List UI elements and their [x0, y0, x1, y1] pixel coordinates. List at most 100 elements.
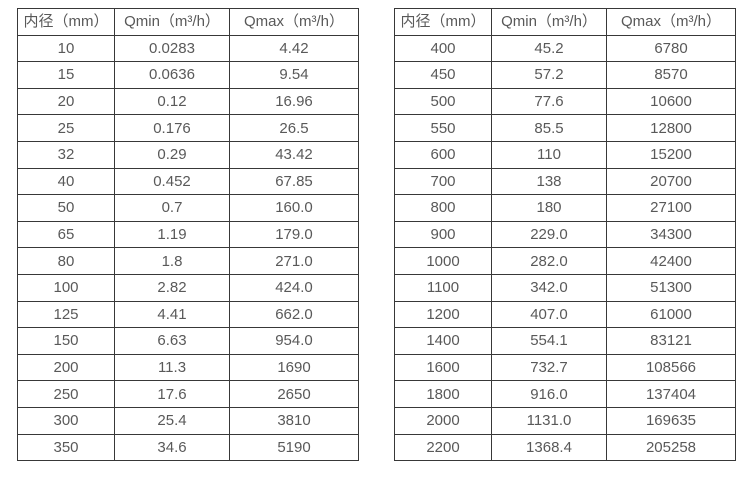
table-row: 100 2.82 424.0	[17, 273, 359, 302]
table-cell: 2200	[394, 433, 492, 462]
table-cell: 6780	[606, 34, 736, 63]
header-qmin: Qmin（m³/h）	[114, 8, 230, 36]
table-cell: 160.0	[229, 194, 359, 222]
table-cell: 0.452	[114, 167, 230, 196]
table-cell: 1368.4	[491, 433, 607, 462]
table-row: 200 11.3 1690	[17, 353, 359, 382]
table-row: 1600 732.7 108566	[394, 353, 736, 382]
header-inner-diameter: 内径（mm）	[394, 8, 492, 36]
table-row: 1000 282.0 42400	[394, 247, 736, 275]
table-cell: 110	[491, 140, 607, 169]
table-cell: 85.5	[491, 114, 607, 142]
table-cell: 10	[17, 34, 115, 63]
table-cell: 0.29	[114, 140, 230, 169]
table-row: 500 77.6 10600	[394, 87, 736, 116]
table-cell: 1400	[394, 327, 492, 355]
table-cell: 1100	[394, 273, 492, 302]
table-cell: 8570	[606, 61, 736, 89]
table-cell: 51300	[606, 273, 736, 302]
table-row: 2000 1131.0 169635	[394, 406, 736, 435]
table-cell: 600	[394, 140, 492, 169]
table-cell: 732.7	[491, 353, 607, 382]
table-cell: 12800	[606, 114, 736, 142]
table-body: 10 0.0283 4.42 15 0.0636 9.54 20 0.12 16.96 25 0.1…	[17, 34, 359, 462]
table-cell: 350	[17, 433, 115, 462]
page: 内径（mm） Qmin（m³/h） Qmax（m³/h） 10 0.0283 4.4…	[17, 8, 736, 462]
table-cell: 4.42	[229, 34, 359, 63]
table-cell: 2.82	[114, 273, 230, 302]
table-cell: 179.0	[229, 220, 359, 249]
table-cell: 11.3	[114, 353, 230, 382]
table-cell: 26.5	[229, 114, 359, 142]
table-cell: 662.0	[229, 300, 359, 329]
table-row: 450 57.2 8570	[394, 61, 736, 89]
table-cell: 1800	[394, 380, 492, 408]
table-row: 1800 916.0 137404	[394, 380, 736, 408]
table-cell: 6.63	[114, 327, 230, 355]
table-cell: 500	[394, 87, 492, 116]
spec-table-large-diameters: 内径（mm） Qmin（m³/h） Qmax（m³/h） 400 45.2 6780…	[394, 8, 736, 462]
table-cell: 1.19	[114, 220, 230, 249]
table-cell: 80	[17, 247, 115, 275]
table-cell: 400	[394, 34, 492, 63]
table-cell: 271.0	[229, 247, 359, 275]
table-cell: 0.7	[114, 194, 230, 222]
table-row: 250 17.6 2650	[17, 380, 359, 408]
table-row: 50 0.7 160.0	[17, 194, 359, 222]
table-cell: 138	[491, 167, 607, 196]
table-row: 2200 1368.4 205258	[394, 433, 736, 462]
table-cell: 407.0	[491, 300, 607, 329]
table-cell: 1131.0	[491, 406, 607, 435]
table-cell: 2000	[394, 406, 492, 435]
table-cell: 0.0283	[114, 34, 230, 63]
table-cell: 229.0	[491, 220, 607, 249]
table-cell: 205258	[606, 433, 736, 462]
table-cell: 42400	[606, 247, 736, 275]
table-row: 150 6.63 954.0	[17, 327, 359, 355]
table-cell: 1690	[229, 353, 359, 382]
table-header: 内径（mm） Qmin（m³/h） Qmax（m³/h）	[394, 8, 736, 36]
table-cell: 282.0	[491, 247, 607, 275]
table-row: 800 180 27100	[394, 194, 736, 222]
table-row: 80 1.8 271.0	[17, 247, 359, 275]
table-cell: 554.1	[491, 327, 607, 355]
table-cell: 61000	[606, 300, 736, 329]
table-row: 32 0.29 43.42	[17, 140, 359, 169]
table-cell: 45.2	[491, 34, 607, 63]
table-cell: 169635	[606, 406, 736, 435]
header-qmin: Qmin（m³/h）	[491, 8, 607, 36]
table-cell: 300	[17, 406, 115, 435]
table-cell: 16.96	[229, 87, 359, 116]
table-body: 400 45.2 6780 450 57.2 8570 500 77.6 10600 550 85.…	[394, 34, 736, 462]
table-cell: 125	[17, 300, 115, 329]
table-cell: 25	[17, 114, 115, 142]
table-cell: 1.8	[114, 247, 230, 275]
table-cell: 800	[394, 194, 492, 222]
table-cell: 200	[17, 353, 115, 382]
table-cell: 150	[17, 327, 115, 355]
table-cell: 32	[17, 140, 115, 169]
header-row: 内径（mm） Qmin（m³/h） Qmax（m³/h）	[394, 8, 736, 36]
table-cell: 954.0	[229, 327, 359, 355]
table-row: 400 45.2 6780	[394, 34, 736, 63]
table-cell: 342.0	[491, 273, 607, 302]
table-row: 15 0.0636 9.54	[17, 61, 359, 89]
table-cell: 65	[17, 220, 115, 249]
table-cell: 2650	[229, 380, 359, 408]
table-cell: 3810	[229, 406, 359, 435]
header-qmax: Qmax（m³/h）	[229, 8, 359, 36]
table-cell: 916.0	[491, 380, 607, 408]
table-cell: 1200	[394, 300, 492, 329]
header-inner-diameter: 内径（mm）	[17, 8, 115, 36]
table-row: 25 0.176 26.5	[17, 114, 359, 142]
table-row: 10 0.0283 4.42	[17, 34, 359, 63]
table-cell: 57.2	[491, 61, 607, 89]
table-cell: 137404	[606, 380, 736, 408]
table-row: 1100 342.0 51300	[394, 273, 736, 302]
table-cell: 17.6	[114, 380, 230, 408]
table-cell: 20700	[606, 167, 736, 196]
table-cell: 108566	[606, 353, 736, 382]
table-cell: 250	[17, 380, 115, 408]
table-cell: 15200	[606, 140, 736, 169]
table-row: 1200 407.0 61000	[394, 300, 736, 329]
